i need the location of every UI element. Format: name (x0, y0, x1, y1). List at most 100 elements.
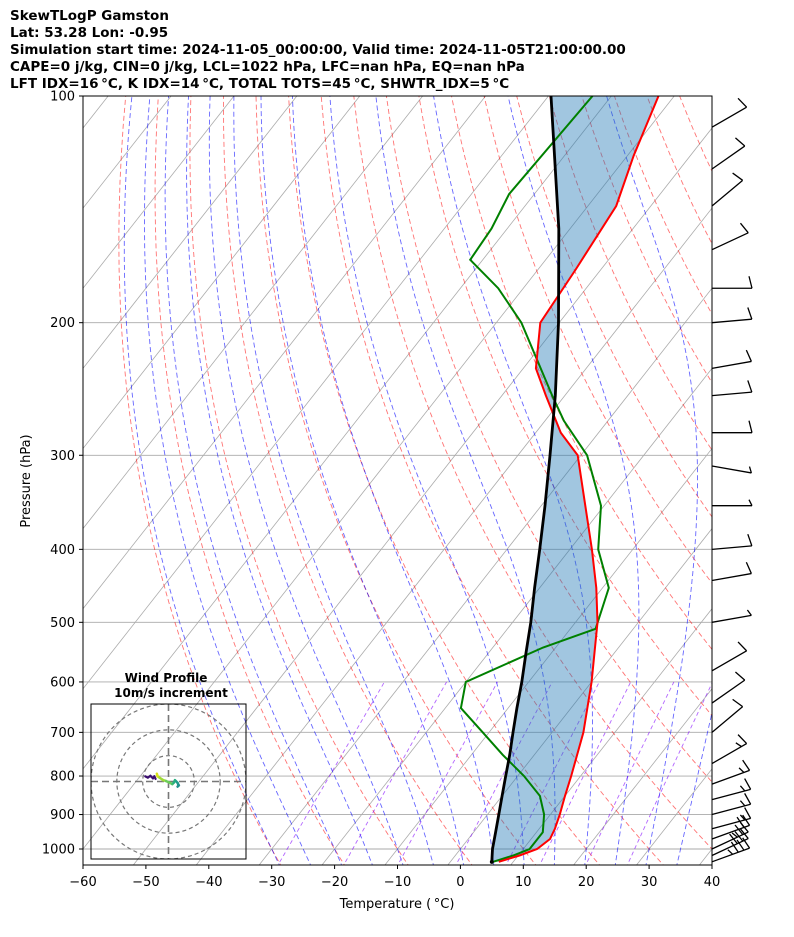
x-tick-label: −10 (384, 875, 411, 890)
dry-adiabat-line (483, 96, 712, 584)
x-tick-label: 40 (704, 875, 721, 890)
wind-barb (711, 698, 744, 733)
x-tick-label: −20 (321, 875, 348, 890)
wind-barb-flag (739, 814, 746, 821)
x-tick-label: 10 (515, 875, 532, 890)
isotherm-line (321, 367, 712, 865)
mixing-ratio-line (505, 681, 600, 865)
hodograph: Wind Profile 10m/s increment (90, 671, 247, 860)
wind-barb (711, 641, 748, 672)
wind-barb-flag (744, 807, 752, 819)
chart-title-block: SkewTLogP Gamston Lat: 53.28 Lon: -0.95 … (10, 8, 626, 93)
wind-barb (711, 778, 752, 801)
profile-lines (459, 96, 660, 864)
y-tick-label: 400 (50, 543, 75, 558)
wind-barb-flag (736, 839, 745, 851)
wind-barb-flag (739, 785, 746, 792)
dry-adiabat-line (418, 96, 712, 717)
moist-adiabat-line (291, 96, 495, 865)
wind-barb-flag (731, 832, 738, 838)
isotherm-line (83, 96, 549, 690)
moist-adiabat-line (233, 96, 434, 865)
dry-adiabat-line (711, 96, 712, 97)
wind-barb-shaft (711, 106, 747, 128)
wind-barb-shaft (711, 232, 749, 251)
wind-barb-shaft (711, 706, 744, 733)
isotherm-line (447, 527, 712, 865)
y-tick-label: 300 (50, 449, 75, 464)
wind-barb-flag (746, 609, 752, 616)
y-tick-label: 1000 (42, 843, 75, 858)
dry-adiabat-line (118, 96, 282, 865)
isotherm-line (83, 96, 612, 770)
title-station: SkewTLogP Gamston (10, 8, 169, 24)
isotherm-line (83, 96, 235, 289)
x-tick-label: −60 (69, 875, 96, 890)
dewpoint-line (459, 96, 610, 863)
wind-barb (711, 97, 748, 128)
wind-barb-flag (737, 734, 748, 744)
mixing-ratio-line (585, 681, 675, 865)
wind-barb (711, 562, 752, 582)
wind-barb-shaft (711, 614, 752, 623)
isotherm-line (83, 96, 424, 530)
moist-adiabat-line (208, 96, 404, 865)
wind-barb-shaft (711, 572, 752, 582)
wind-barb-flag (737, 641, 748, 652)
wind-barb-flag (742, 759, 751, 771)
x-tick-label: −50 (132, 875, 159, 890)
moist-adiabat-line (507, 96, 640, 865)
wind-barb-shaft (711, 650, 747, 672)
dry-adiabat-line (679, 96, 712, 173)
isotherm-line (573, 688, 712, 865)
isotherm-line (83, 96, 361, 450)
wind-barb (712, 499, 753, 507)
wind-barb (711, 307, 753, 324)
hodograph-subtitle: 10m/s increment (114, 686, 228, 700)
wind-barb (711, 137, 746, 170)
surface-parcel-point (489, 859, 494, 864)
plot-frame (82, 95, 713, 866)
wind-barb (711, 349, 752, 370)
wind-barb-flag (744, 778, 752, 790)
x-axis-ticks: −60 −50 −40 −30 −20 −10 0 10 20 30 40 (69, 865, 720, 890)
parcel-shading (491, 96, 659, 862)
y-tick-label: 800 (50, 770, 75, 785)
wind-barb (711, 671, 746, 704)
wind-barb (711, 533, 753, 550)
parcel-shade-area (491, 96, 659, 862)
wind-barb-flag (735, 742, 742, 748)
wind-barb (711, 609, 752, 623)
isotherm-line (195, 207, 712, 865)
title-times: Simulation start time: 2024-11-05_00:00:… (10, 42, 626, 58)
wind-barb-flag (748, 276, 753, 289)
dry-adiabat-line (154, 96, 345, 865)
wind-barb (711, 222, 749, 251)
x-tick-label: 30 (641, 875, 658, 890)
moist-adiabat-line (375, 96, 556, 865)
wind-barb (711, 465, 753, 474)
wind-barb-flag (745, 562, 752, 574)
wind-barb-flag (738, 767, 745, 773)
y-tick-label: 900 (50, 808, 75, 823)
mixing-ratio-line (626, 682, 712, 865)
dry-adiabat-line (777, 96, 794, 868)
isotherm-line (510, 608, 712, 865)
dry-adiabat-line (516, 96, 712, 518)
dry-adiabat-line (189, 96, 409, 865)
isotherm-line (83, 96, 298, 370)
wind-barb-flag (732, 172, 744, 181)
wind-barb (711, 734, 748, 765)
wind-barb-flag (747, 533, 753, 547)
hodograph-trace (153, 775, 157, 781)
wind-barb-flag (737, 97, 748, 108)
wind-barb (711, 172, 744, 207)
moist-adiabat-line (676, 710, 712, 865)
moist-adiabat-line (260, 96, 465, 865)
parcel-path-line (490, 96, 561, 862)
moist-adiabat-line (144, 96, 312, 865)
wind-barb-flag (742, 837, 751, 849)
wind-barb-shaft (711, 360, 752, 370)
y-axis-ticks: 1000 900 800 700 600 500 400 300 200 100 (42, 90, 83, 858)
mixing-ratio-line (539, 681, 632, 865)
